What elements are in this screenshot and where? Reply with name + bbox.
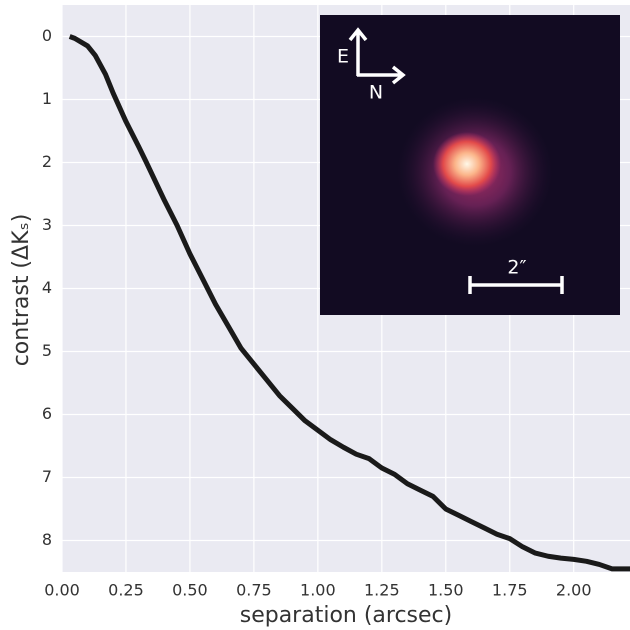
- east-arrow: [348, 27, 368, 76]
- inset-core: [433, 132, 501, 196]
- x-axis-label: separation (arcsec): [240, 603, 453, 628]
- lines: [68, 34, 630, 572]
- inset-image: E N 2″: [320, 15, 620, 315]
- y-tick-label: 0: [42, 26, 52, 45]
- y-tick-label: 8: [42, 530, 52, 549]
- y-tick-label: 5: [42, 341, 52, 360]
- x-tick-label: 1.50: [428, 581, 464, 600]
- scale-bar: [468, 276, 564, 294]
- x-tick-label: 0.25: [108, 581, 144, 600]
- y-tick-label: 6: [42, 404, 52, 423]
- contrast-curve: [68, 34, 630, 572]
- north-arrow: [357, 65, 406, 85]
- y-tick-label: 7: [42, 467, 52, 486]
- x-tick-label: 1.00: [300, 581, 336, 600]
- x-tick-label: 1.75: [492, 581, 528, 600]
- x-tick-label: 0.00: [44, 581, 80, 600]
- scale-label: 2″: [507, 257, 526, 279]
- y-tick-label: 4: [42, 278, 52, 297]
- north-label: N: [369, 82, 383, 104]
- compass: [348, 27, 406, 85]
- y-tick-label: 3: [42, 215, 52, 234]
- x-tick-label: 1.25: [364, 581, 400, 600]
- x-tick-label: 0.75: [236, 581, 272, 600]
- x-tick-label: 0.50: [172, 581, 208, 600]
- east-label: E: [337, 46, 349, 68]
- x-tick-label: 2.00: [556, 581, 592, 600]
- y-tick-label: 1: [42, 89, 52, 108]
- y-tick-label: 2: [42, 152, 52, 171]
- y-axis-label: contrast (ΔKₛ): [9, 214, 34, 367]
